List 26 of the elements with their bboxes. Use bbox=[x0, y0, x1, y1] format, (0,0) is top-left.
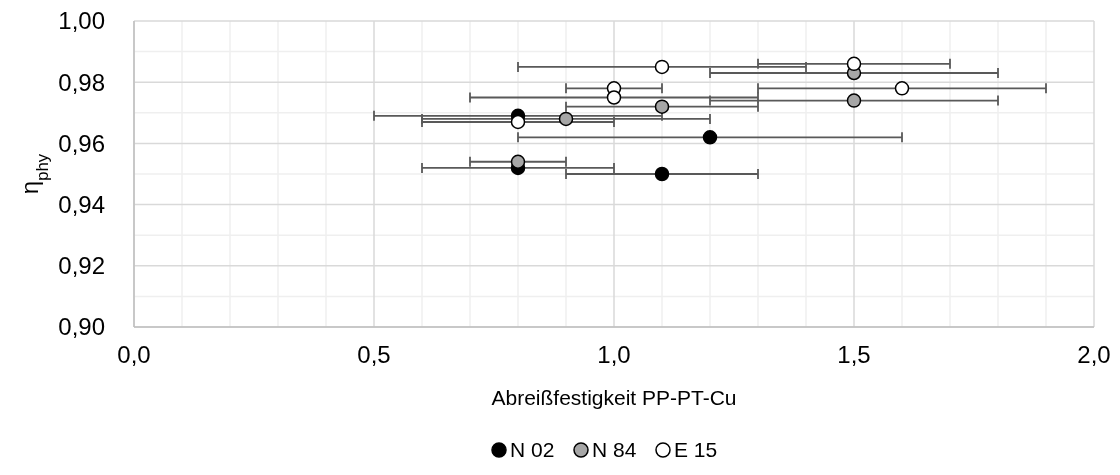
point bbox=[894, 81, 910, 96]
y-tick-label: 0,98 bbox=[58, 68, 105, 96]
point bbox=[654, 59, 670, 75]
y-tick-label: 0,92 bbox=[58, 252, 105, 280]
x-tick-label: 1,0 bbox=[597, 341, 631, 368]
legend-label: E 15 bbox=[674, 438, 718, 461]
x-axis-title: Abreißfestigkeit PP-PT-Cu bbox=[491, 386, 737, 409]
point bbox=[606, 90, 622, 105]
y-tick-label: 1,00 bbox=[58, 7, 105, 35]
point bbox=[654, 99, 670, 114]
legend-label: N 84 bbox=[592, 438, 637, 461]
point bbox=[510, 114, 526, 130]
point bbox=[654, 166, 670, 182]
point bbox=[846, 56, 862, 72]
y-tick-label: 0,94 bbox=[58, 191, 105, 218]
y-tick-label: 0,90 bbox=[58, 313, 105, 341]
x-tick-label: 1,5 bbox=[837, 341, 871, 368]
x-tick-label: 0,5 bbox=[357, 341, 391, 368]
x-tick-label: 0,0 bbox=[117, 341, 151, 368]
legend-label: N 02 bbox=[510, 438, 555, 461]
point bbox=[846, 93, 862, 108]
point bbox=[510, 154, 526, 170]
x-tick-label: 2,0 bbox=[1077, 341, 1111, 368]
point bbox=[702, 130, 718, 145]
point bbox=[558, 111, 574, 127]
y-tick-label: 0,96 bbox=[58, 129, 105, 157]
